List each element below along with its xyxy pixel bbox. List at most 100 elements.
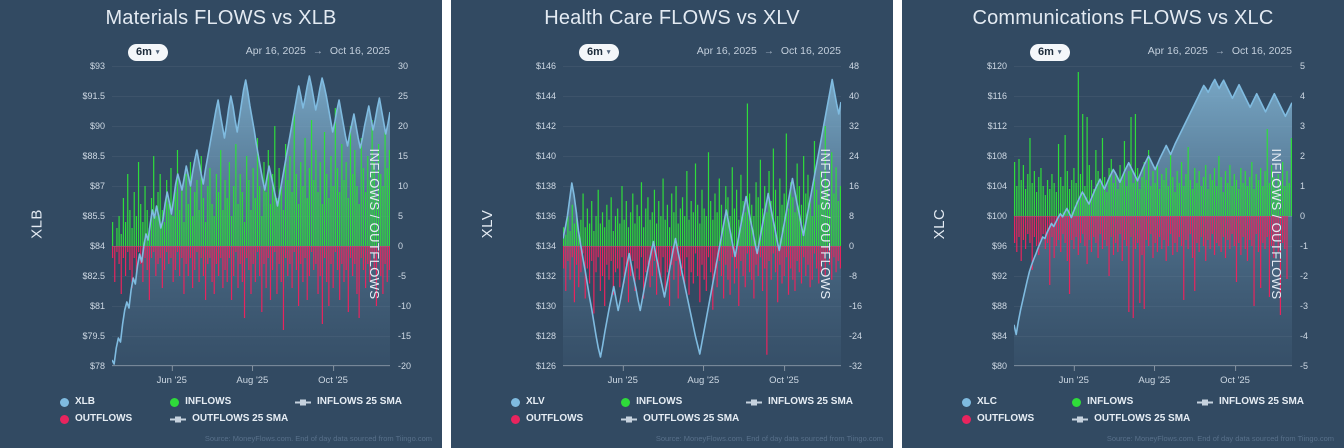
line-marker-icon — [170, 415, 187, 424]
arrow-right-icon: → — [1214, 45, 1225, 57]
legend-item-outflows-sma[interactable]: OUTFLOWS 25 SMA — [621, 412, 746, 426]
y-axis-tick: $116 — [987, 91, 1007, 101]
x-axis — [1014, 365, 1292, 366]
y2-axis-tick: -1 — [1300, 241, 1309, 251]
x-axis-tick: Aug '25 — [687, 366, 719, 386]
y-axis-tick: $142 — [535, 121, 556, 131]
y2-axis-tick: -5 — [1300, 361, 1309, 371]
legend-item-inflows-sma[interactable]: INFLOWS 25 SMA — [294, 395, 402, 409]
legend-label-outflows: OUTFLOWS — [977, 413, 1035, 424]
outflow-bars — [563, 246, 841, 355]
plot-area[interactable]: $146 $144 $142 $140 $138 $136 $134 $132 $130 $128… — [536, 61, 862, 386]
panel-healthcare-xlv: Health Care FLOWS vs XLV 6m ▾ Apr 16, 20… — [451, 0, 893, 448]
y2-axis-tick: -4 — [1300, 331, 1309, 341]
range-label: 6m — [587, 46, 603, 58]
y-axis-tick: $88.5 — [82, 151, 105, 161]
y-axis-tick: $81 — [89, 301, 105, 311]
legend-label-inflows-sma: INFLOWS 25 SMA — [1218, 396, 1304, 407]
y2-axis-tick: 30 — [398, 61, 409, 71]
y-axis-tick: $90 — [89, 121, 105, 131]
grid-line — [1014, 96, 1292, 97]
legend: XLB OUTFLOWS INFLOWS OUTFLOWS 25 SMA — [60, 395, 402, 426]
y-axis-tick: $84 — [89, 241, 105, 251]
grid-line — [112, 366, 390, 367]
legend-item-outflows[interactable]: OUTFLOWS — [60, 412, 170, 426]
y-axis-tick: $96 — [991, 241, 1007, 251]
y-axis-tick: $104 — [986, 181, 1007, 191]
legend-label-inflows: INFLOWS — [185, 396, 232, 407]
y2-axis-tick: -5 — [398, 271, 407, 281]
page-title: Materials FLOWS vs XLB — [105, 7, 337, 29]
y-axis-tick: $132 — [535, 271, 556, 281]
y-axis-tick: $88 — [991, 301, 1007, 311]
y2-axis-tick: 10 — [398, 181, 409, 191]
legend-item-ticker[interactable]: XLB — [60, 395, 170, 409]
page-title: Communications FLOWS vs XLC — [972, 7, 1274, 29]
y-axis-tick: $120 — [986, 61, 1007, 71]
legend-item-inflows-sma[interactable]: INFLOWS 25 SMA — [745, 395, 853, 409]
y2-axis-tick: 20 — [398, 121, 409, 131]
date-start: Apr 16, 2025 — [1147, 45, 1208, 57]
legend-label-inflows: INFLOWS — [1087, 396, 1134, 407]
legend-item-inflows[interactable]: INFLOWS — [621, 395, 746, 409]
grid-line — [112, 66, 390, 67]
grid-line — [1014, 156, 1292, 157]
grid-line — [563, 336, 841, 337]
y2-axis-tick: 25 — [398, 91, 409, 101]
plot-area[interactable]: $120 $116 $112 $108 $104 $100 $96 $92 $88 $84 $80 5… — [987, 61, 1308, 386]
y2-axis-tick: 2 — [1300, 151, 1306, 161]
legend-item-ticker[interactable]: XLC — [962, 395, 1072, 409]
line-marker-icon — [294, 398, 311, 407]
legend-item-inflows-sma[interactable]: INFLOWS 25 SMA — [1196, 395, 1304, 409]
y-axis-tick: $91.5 — [82, 91, 105, 101]
legend-item-outflows-sma[interactable]: OUTFLOWS 25 SMA — [1072, 412, 1197, 426]
y2-axis-tick: 0 — [849, 241, 855, 251]
x-axis-tick: Aug '25 — [1138, 366, 1170, 386]
panel-communications-xlc: Communications FLOWS vs XLC 6m ▾ Apr 16,… — [902, 0, 1344, 448]
legend-item-outflows[interactable]: OUTFLOWS — [511, 412, 621, 426]
y-axis-tick: $140 — [535, 151, 556, 161]
y-axis-tick: $134 — [535, 241, 556, 251]
grid-line — [1014, 366, 1292, 367]
line-marker-icon — [745, 398, 762, 407]
price-area — [563, 79, 841, 366]
y2-axis-tick: -8 — [849, 271, 858, 281]
grid-line — [1014, 126, 1292, 127]
chart-canvas — [112, 75, 390, 366]
date-range: Apr 16, 2025 → Oct 16, 2025 — [1148, 45, 1292, 57]
price-line — [1014, 78, 1292, 336]
y-axis-tick: $126 — [535, 361, 556, 371]
range-selector[interactable]: 6m ▾ — [579, 44, 620, 61]
y2-axis-tick: 3 — [1300, 121, 1306, 131]
legend-item-outflows[interactable]: OUTFLOWS — [962, 412, 1072, 426]
plot-area[interactable]: $93 $91.5 $90 $88.5 $87 $85.5 $84 $82.5 $81 $79.5… — [82, 61, 411, 386]
y2-axis-tick: -2 — [1300, 271, 1309, 281]
source-note: Source: MoneyFlows.com. End of day data … — [655, 434, 883, 443]
y2-axis-title: INFLOWS / OUTFLOWS — [818, 148, 834, 300]
legend-item-inflows[interactable]: INFLOWS — [170, 395, 295, 409]
legend-item-ticker[interactable]: XLV — [511, 395, 621, 409]
grid-line — [563, 366, 841, 367]
range-selector[interactable]: 6m ▾ — [1030, 44, 1071, 61]
y-axis-title: XLV — [478, 209, 496, 239]
legend-item-outflows-sma[interactable]: OUTFLOWS 25 SMA — [170, 412, 295, 426]
y2-axis-tick: 32 — [849, 121, 860, 131]
panel-controls: 6m ▾ Apr 16, 2025 → Oct 16, 2025 — [451, 44, 893, 64]
y-axis-tick: $80 — [991, 361, 1007, 371]
y-axis-tick: $100 — [986, 211, 1007, 221]
ticker-color-dot — [60, 397, 69, 407]
range-selector[interactable]: 6m ▾ — [128, 44, 169, 61]
legend-item-inflows[interactable]: INFLOWS — [1072, 395, 1197, 409]
source-note: Source: MoneyFlows.com. End of day data … — [1106, 434, 1334, 443]
legend: XLC OUTFLOWS INFLOWS OUTFLOWS 25 SMA — [962, 395, 1304, 426]
grid-line — [563, 96, 841, 97]
y2-axis-tick: 16 — [849, 181, 860, 191]
grid-line — [563, 186, 841, 187]
outflows-color-dot — [60, 414, 69, 424]
y2-axis-tick: 1 — [1300, 181, 1306, 191]
chevron-down-icon: ▾ — [1057, 49, 1062, 56]
x-axis — [563, 365, 841, 366]
ticker-color-dot — [511, 397, 520, 407]
y-axis-tick: $128 — [535, 331, 556, 341]
grid-line — [1014, 66, 1292, 67]
